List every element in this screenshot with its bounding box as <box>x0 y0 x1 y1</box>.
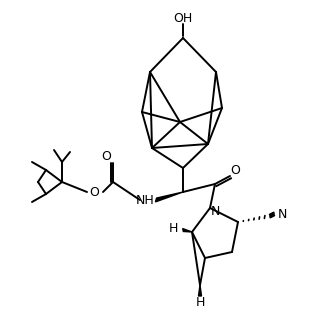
Polygon shape <box>183 229 192 232</box>
Text: H: H <box>195 296 205 309</box>
Text: OH: OH <box>174 11 193 25</box>
Text: O: O <box>230 163 240 176</box>
Text: N: N <box>277 208 287 220</box>
Text: O: O <box>101 151 111 163</box>
Text: NH: NH <box>135 195 154 208</box>
Text: O: O <box>89 186 99 198</box>
Polygon shape <box>198 285 201 296</box>
Text: H: H <box>168 221 178 235</box>
Text: N: N <box>211 205 220 218</box>
Polygon shape <box>155 192 183 202</box>
